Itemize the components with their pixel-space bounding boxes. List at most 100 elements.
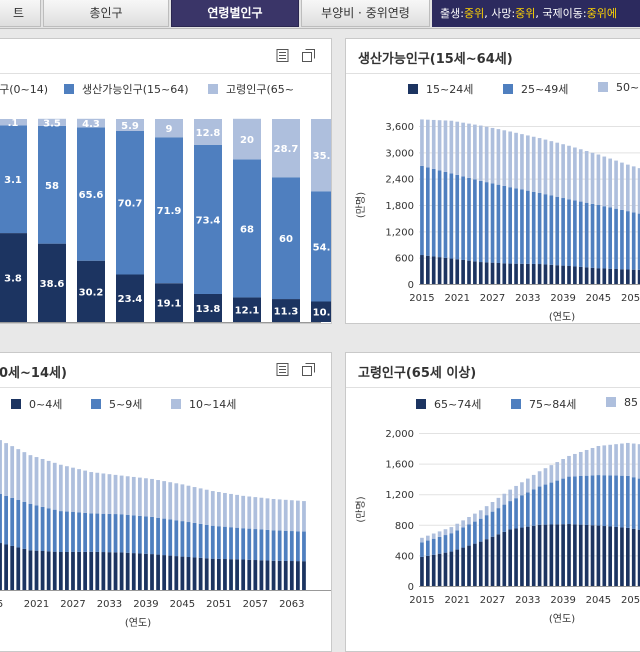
bar-0-2054 [235, 559, 239, 590]
bar-1-2019 [443, 535, 448, 553]
bar-2-2015 [420, 119, 424, 166]
bar-0-2018 [437, 257, 442, 284]
tab-dependency-median-age[interactable]: 부양비 · 중위연령 [301, 0, 430, 27]
bar-2-2025 [233, 118, 261, 160]
data-label-working: 73.4 [196, 215, 221, 226]
bar-1-2025 [233, 159, 261, 298]
bar-2-2040 [567, 455, 571, 477]
bar-1-2021 [455, 174, 460, 260]
bar-0-2052 [223, 559, 227, 590]
bar-0-2033 [526, 526, 530, 586]
bar-1-2041 [573, 476, 577, 525]
migration-assumption-value: 중위에 [586, 7, 617, 20]
bar-0-1995 [116, 274, 144, 322]
bar-1-2051 [631, 477, 636, 529]
bar-2-2035 [537, 138, 542, 193]
bar-2-2052 [223, 492, 227, 527]
bar-1-2022 [461, 527, 465, 548]
bar-0-2057 [253, 560, 258, 590]
data-label-working: 65.6 [79, 190, 104, 201]
legend-item-75-84: 75~84세 [511, 396, 576, 412]
legend-swatch [503, 84, 513, 94]
data-label-youth: 11.3 [274, 307, 299, 318]
legend-item-25-49: 25~49세 [503, 81, 568, 97]
bar-1-2029 [502, 185, 507, 264]
bar-1-2038 [137, 515, 142, 554]
bar-1-2024 [473, 179, 477, 262]
bar-2-2047 [608, 444, 612, 476]
bar-1-2051 [216, 526, 221, 559]
bar-1-2045 [180, 521, 185, 557]
bar-1-2035 [272, 177, 300, 300]
x-tick-label: 2027 [60, 599, 85, 610]
bar-0-2028 [77, 551, 81, 590]
expand-icon[interactable] [302, 363, 315, 376]
working-age-panel: 생산가능인구(15세~64세) 15~24세 25~49세 50~ 0 600 1,… [345, 38, 640, 324]
bar-0-2063 [289, 561, 294, 590]
bar-0-2022 [40, 551, 45, 590]
bar-1-2052 [637, 478, 640, 530]
x-tick-label: 2045 [170, 599, 195, 610]
bar-2-2051 [631, 166, 636, 213]
data-label-working: 68 [240, 224, 254, 235]
bar-2-2041 [573, 147, 577, 201]
bar-2-2021 [34, 457, 39, 506]
bar-2-2047 [608, 158, 612, 208]
legend-swatch [408, 84, 418, 94]
tab-total-population[interactable]: 총인구 [43, 0, 169, 27]
bar-1-2050 [626, 475, 630, 528]
bar-1-2041 [156, 517, 160, 555]
bar-0-2030 [508, 529, 512, 586]
bar-1-2026 [65, 511, 69, 552]
bar-2-2050 [626, 442, 630, 476]
bar-1-2034 [113, 514, 118, 553]
x-tick-label: 2063 [279, 599, 304, 610]
bar-2-2035 [119, 475, 124, 515]
bar-2-2034 [113, 474, 118, 515]
data-label-youth: 12.1 [235, 306, 260, 317]
bar-0-2016 [4, 544, 9, 590]
x-tick-label: 2051 [621, 595, 640, 606]
table-view-icon[interactable] [276, 363, 289, 376]
bar-0-2032 [101, 552, 106, 590]
bar-1-2025 [478, 518, 483, 542]
bar-2-2015 [0, 440, 2, 494]
bar-2-2026 [484, 126, 489, 183]
bar-0-2027 [490, 536, 495, 586]
bar-1-2042 [162, 518, 167, 556]
bar-0-2043 [584, 524, 589, 586]
bar-0-2061 [277, 560, 282, 590]
x-tick-label: 2027 [480, 293, 505, 304]
tab-age-population[interactable]: 연령별인구 [171, 0, 299, 27]
bar-0-2042 [578, 524, 583, 586]
y-tick-label: 1,200 [385, 490, 414, 501]
y-tick-label: 800 [395, 521, 414, 532]
expand-icon[interactable] [302, 49, 315, 62]
legend-swatch [606, 397, 616, 407]
bar-2-2020 [449, 527, 454, 534]
bar-1-2020 [449, 533, 454, 552]
x-tick-label: 2021 [445, 293, 470, 304]
bar-2-2031 [514, 132, 518, 189]
bar-1-2042 [578, 475, 583, 525]
bar-2-2034 [531, 474, 536, 490]
tab-previous[interactable]: 트 [0, 0, 41, 27]
bar-2-2028 [77, 469, 81, 513]
bar-1-2039 [561, 478, 565, 525]
table-view-icon[interactable] [276, 49, 289, 62]
bar-1-2020 [449, 173, 454, 259]
bar-0-2047 [192, 557, 197, 590]
bar-1-2051 [631, 212, 636, 270]
bar-2-2033 [107, 474, 112, 514]
bar-1-2062 [283, 530, 288, 561]
bar-1-2050 [210, 525, 215, 559]
bar-2-2052 [637, 168, 640, 214]
bar-0-2041 [573, 266, 577, 284]
bar-1-2021 [34, 505, 39, 551]
bar-1-2016 [4, 495, 9, 545]
bar-1-2025 [478, 180, 483, 263]
bar-2-2047 [192, 487, 197, 523]
bar-2-2060 [271, 498, 276, 531]
bar-2-2058 [259, 497, 264, 530]
bar-1-2015 [194, 144, 222, 294]
